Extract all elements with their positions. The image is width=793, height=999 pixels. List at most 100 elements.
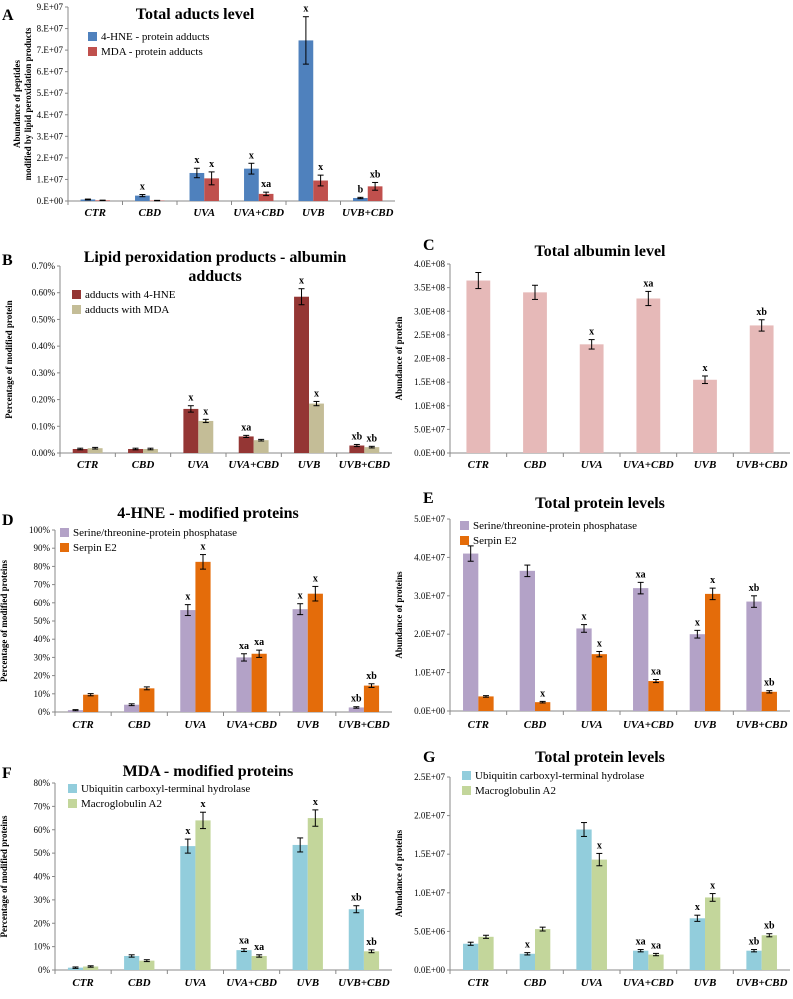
legend-label: adducts with MDA bbox=[85, 304, 169, 316]
panel-letter: F bbox=[2, 765, 12, 782]
category-label: CBD bbox=[138, 207, 161, 219]
bar bbox=[580, 344, 604, 453]
significance-label: x bbox=[299, 276, 304, 287]
bar bbox=[364, 686, 379, 712]
y-tick-label: 3.0E+07 bbox=[414, 591, 445, 601]
y-tick-label: 0.40% bbox=[32, 341, 56, 351]
bar bbox=[520, 571, 535, 711]
bar bbox=[252, 956, 267, 970]
significance-label: xa bbox=[239, 641, 249, 652]
category-label: UVB bbox=[694, 977, 717, 989]
significance-label: x bbox=[313, 797, 318, 808]
legend-label: adducts with 4-HNE bbox=[85, 289, 176, 301]
y-tick-label: 0% bbox=[38, 707, 51, 717]
bar bbox=[180, 846, 195, 970]
legend-label: Serpin E2 bbox=[73, 542, 117, 554]
panel-letter: G bbox=[423, 749, 436, 766]
category-label: UVA+CBD bbox=[623, 719, 674, 731]
y-axis-label: Abundance of proteins bbox=[394, 571, 404, 659]
category-label: UVB bbox=[694, 719, 717, 731]
category-label: UVA bbox=[581, 459, 603, 471]
significance-label: x bbox=[200, 799, 205, 810]
significance-label: xb bbox=[351, 694, 362, 705]
bar bbox=[520, 954, 535, 970]
y-tick-label: 2.0E+08 bbox=[414, 354, 445, 364]
category-label: CTR bbox=[468, 977, 489, 989]
category-label: CTR bbox=[85, 207, 106, 219]
category-label: CBD bbox=[524, 719, 547, 731]
significance-label: x bbox=[194, 155, 199, 166]
y-tick-label: 0.0E+00 bbox=[414, 965, 445, 975]
chart-title: MDA - modified proteins bbox=[123, 763, 294, 780]
bar bbox=[180, 610, 195, 712]
bar bbox=[762, 935, 777, 970]
category-label: UVA bbox=[581, 977, 603, 989]
category-label: UVB bbox=[296, 977, 319, 989]
y-tick-label: 0.20% bbox=[32, 395, 56, 405]
significance-label: xb bbox=[367, 433, 378, 444]
bar bbox=[195, 820, 210, 970]
bar bbox=[750, 325, 774, 453]
significance-label: x bbox=[185, 592, 190, 603]
significance-label: xb bbox=[366, 937, 377, 948]
bar bbox=[236, 657, 251, 712]
bar bbox=[592, 654, 607, 711]
category-label: UVB+CBD bbox=[339, 459, 391, 471]
panel-letter: B bbox=[2, 252, 13, 269]
category-label: UVA+CBD bbox=[623, 459, 674, 471]
y-tick-label: 30% bbox=[34, 895, 51, 905]
bar bbox=[633, 588, 648, 711]
significance-label: x bbox=[313, 573, 318, 584]
category-label: CTR bbox=[72, 977, 93, 989]
y-tick-label: 0.10% bbox=[32, 421, 56, 431]
significance-label: x bbox=[525, 940, 530, 951]
legend-label: Serpin E2 bbox=[473, 535, 517, 547]
y-axis-label: Percentage of modified proteins bbox=[0, 815, 9, 937]
y-tick-label: 4.0E+08 bbox=[414, 259, 445, 269]
category-label: UVA bbox=[185, 719, 207, 731]
significance-label: xa bbox=[636, 937, 646, 948]
legend-swatch bbox=[60, 528, 69, 537]
bar bbox=[294, 297, 309, 453]
y-tick-label: 1.E+07 bbox=[37, 174, 64, 184]
chart-title: Total protein levels bbox=[535, 749, 665, 766]
legend-swatch bbox=[72, 305, 81, 314]
bar bbox=[636, 298, 660, 453]
y-tick-label: 60% bbox=[34, 825, 51, 835]
significance-label: x bbox=[188, 393, 193, 404]
category-label: CBD bbox=[128, 977, 151, 989]
y-tick-label: 50% bbox=[34, 616, 51, 626]
y-tick-label: 0.0E+00 bbox=[414, 706, 445, 716]
bar bbox=[592, 860, 607, 970]
y-tick-label: 80% bbox=[34, 561, 51, 571]
category-label: CBD bbox=[128, 719, 151, 731]
bar bbox=[364, 951, 379, 970]
category-label: UVB bbox=[298, 459, 321, 471]
significance-label: xa bbox=[643, 278, 653, 289]
category-label: UVB+CBD bbox=[338, 719, 390, 731]
y-tick-label: 0.30% bbox=[32, 368, 56, 378]
category-label: CBD bbox=[132, 459, 155, 471]
y-tick-label: 3.0E+08 bbox=[414, 306, 445, 316]
bar bbox=[349, 909, 364, 970]
bar bbox=[648, 955, 663, 970]
y-axis-label: Percentage of modified proteins bbox=[0, 560, 9, 682]
category-label: CTR bbox=[468, 719, 489, 731]
y-tick-label: 4.0E+07 bbox=[414, 552, 445, 562]
y-tick-label: 0.50% bbox=[32, 314, 56, 324]
significance-label: x bbox=[703, 363, 708, 374]
y-tick-label: 8.E+07 bbox=[37, 24, 64, 34]
legend-swatch bbox=[68, 784, 77, 793]
bar bbox=[236, 950, 251, 970]
y-tick-label: 70% bbox=[34, 580, 51, 590]
significance-label: x bbox=[318, 162, 323, 173]
bar bbox=[239, 436, 254, 453]
legend-swatch bbox=[60, 543, 69, 552]
category-label: UVA+CBD bbox=[623, 977, 674, 989]
category-label: UVB+CBD bbox=[338, 977, 390, 989]
